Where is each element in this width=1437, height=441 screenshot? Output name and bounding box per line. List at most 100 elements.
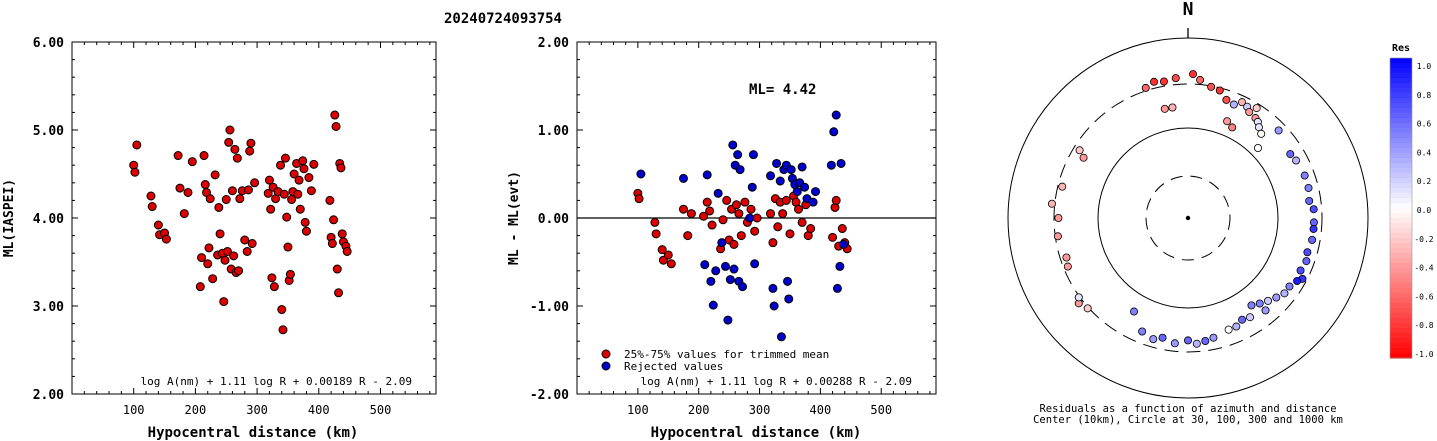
data-point	[210, 170, 220, 180]
station-residual-point	[1047, 199, 1056, 208]
color-scale-band	[1390, 198, 1412, 204]
data-point	[650, 217, 660, 227]
data-point	[221, 195, 231, 205]
data-point	[294, 175, 304, 185]
data-point	[263, 188, 273, 198]
data-point	[806, 224, 816, 234]
data-point	[342, 246, 352, 256]
data-point	[837, 224, 847, 234]
y-tick-label: -1.00	[530, 300, 569, 315]
data-point	[666, 259, 676, 269]
data-point	[729, 239, 739, 249]
data-point	[227, 186, 237, 196]
color-scale-band	[1390, 133, 1412, 139]
color-scale-band	[1390, 228, 1412, 234]
data-point	[706, 276, 716, 286]
station-residual-point	[1223, 117, 1232, 126]
data-point	[785, 229, 795, 239]
station-residual-point	[1170, 339, 1179, 348]
data-point	[707, 220, 717, 230]
station-residual-point	[1254, 123, 1263, 132]
data-point	[224, 137, 234, 147]
data-point	[663, 250, 673, 260]
station-residual-point	[1280, 289, 1289, 298]
data-point	[678, 173, 688, 183]
color-scale-band	[1390, 343, 1412, 349]
data-point	[831, 195, 841, 205]
data-point	[197, 253, 207, 263]
data-point	[336, 163, 346, 173]
color-scale-band	[1390, 243, 1412, 249]
station-residual-point	[1292, 156, 1301, 165]
data-point	[222, 246, 232, 256]
color-scale-band	[1390, 83, 1412, 89]
y-tick-label: 2.00	[538, 36, 569, 51]
color-scale-band	[1390, 128, 1412, 134]
ml-vs-distance-chart: ML(IASPEI) Hypocentral distance (km) log…	[2, 36, 437, 441]
data-point	[234, 266, 244, 276]
data-point	[752, 213, 762, 223]
color-scale-band	[1390, 98, 1412, 104]
data-point	[277, 305, 287, 315]
color-scale-tick-label: 0.2	[1417, 177, 1432, 186]
color-scale-band	[1390, 223, 1412, 229]
station-residual-point	[1141, 83, 1150, 92]
station-residual-point	[1300, 171, 1309, 180]
y-tick-label: 0.00	[538, 212, 569, 227]
color-scale-band	[1390, 328, 1412, 334]
data-point	[683, 231, 693, 241]
data-point	[229, 251, 239, 261]
data-point	[769, 301, 779, 311]
residual-color-scale: Res 1.0 0.8 0.6 0.4 0.2 0.0 -0.2 -0.4 -0.6 -0.8 -1…	[1389, 43, 1434, 359]
station-residual-point	[1255, 299, 1264, 308]
station-residual-point	[1224, 325, 1233, 334]
formula-2: log A(nm) + 1.11 log R + 0.00288 R - 2.0…	[640, 375, 912, 388]
x-tick-label: 300	[749, 403, 771, 417]
azimuth-residual-polar-plot: N Residuals as a function of azimuth and…	[1007, 0, 1369, 426]
data-point	[746, 204, 756, 214]
data-point	[797, 162, 807, 172]
data-point	[745, 213, 755, 223]
station-residual-point	[1215, 86, 1224, 95]
data-point	[200, 180, 210, 190]
color-scale-tick-label: 0.6	[1417, 120, 1432, 129]
data-point	[243, 185, 253, 195]
data-point	[276, 160, 286, 170]
x-tick-label: 100	[627, 403, 649, 417]
data-point	[130, 167, 140, 177]
circle-30km	[1145, 175, 1231, 261]
data-point	[215, 229, 225, 239]
data-point	[266, 204, 276, 214]
color-scale-tick-label: -0.6	[1414, 292, 1433, 301]
color-scale-tick-label: -0.2	[1414, 235, 1433, 244]
station-residual-point	[1160, 104, 1169, 113]
data-point	[153, 220, 163, 230]
data-point	[793, 204, 803, 214]
data-point	[700, 260, 710, 270]
color-scale-band	[1390, 293, 1412, 299]
circle-1000km	[1007, 37, 1369, 399]
color-scale-band	[1390, 78, 1412, 84]
data-point	[783, 276, 793, 286]
x-axis-label-1: Hypocentral distance (km)	[148, 425, 359, 441]
color-scale-band	[1390, 63, 1412, 69]
data-point	[337, 229, 347, 239]
legend-label-trimmed: 25%-75% values for trimmed mean	[624, 348, 829, 361]
station-residual-point	[1304, 183, 1313, 192]
station-residual-point	[1149, 335, 1158, 344]
data-point	[147, 202, 157, 212]
data-point	[729, 264, 739, 274]
data-point	[332, 264, 342, 274]
data-point	[808, 197, 818, 207]
data-point	[179, 209, 189, 219]
color-scale-band	[1390, 213, 1412, 219]
station-residual-point	[1302, 257, 1311, 266]
data-point	[634, 194, 644, 204]
station-residual-point	[1232, 322, 1241, 331]
station-residual-point	[1168, 103, 1177, 112]
color-scale-band	[1390, 288, 1412, 294]
data-point	[699, 211, 709, 221]
color-scale-band	[1390, 338, 1412, 344]
data-point	[204, 243, 214, 253]
color-scale-band	[1390, 158, 1412, 164]
